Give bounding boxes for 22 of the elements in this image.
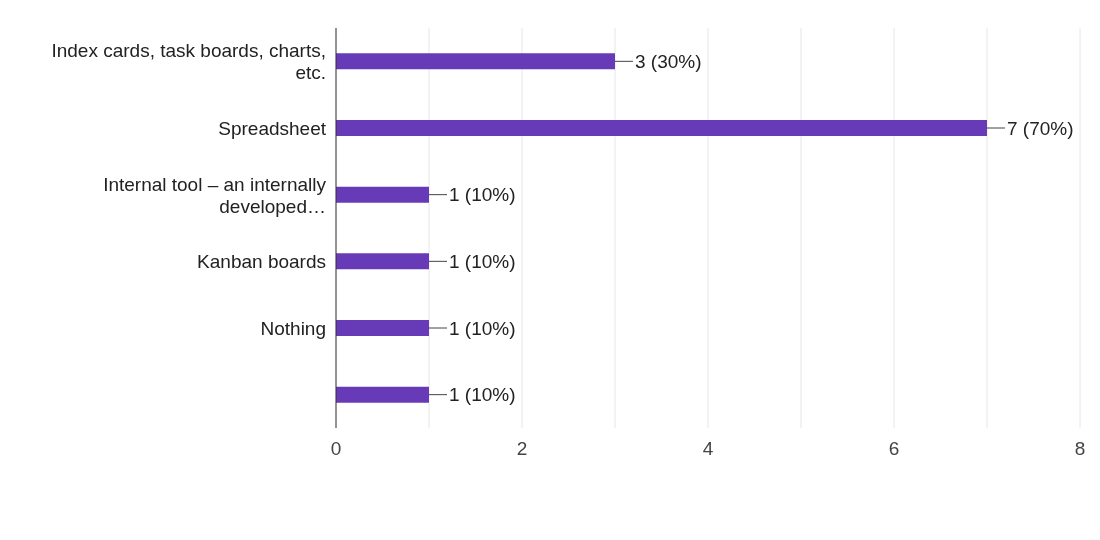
data-label: 1 (10%) — [449, 317, 516, 339]
data-label: 1 (10%) — [449, 184, 516, 206]
x-tick-label: 6 — [888, 438, 900, 460]
y-tick-label: Nothing — [260, 317, 326, 339]
data-label: 3 (30%) — [635, 50, 702, 72]
data-label: 7 (70%) — [1007, 117, 1074, 139]
bar — [336, 186, 429, 203]
bar — [336, 120, 987, 136]
bar — [336, 386, 429, 403]
x-tick-label: 2 — [516, 438, 528, 460]
y-tick-label: Internal tool – an internally developed… — [103, 173, 327, 217]
data-label: 1 (10%) — [449, 384, 516, 406]
x-tick-label: 0 — [330, 438, 342, 460]
y-tick-label: Index cards, task boards, charts, etc. — [51, 39, 326, 83]
bar — [336, 253, 429, 270]
x-tick-label: 4 — [702, 438, 714, 460]
y-tick-label: Spreadsheet — [218, 117, 327, 139]
bar — [336, 320, 429, 336]
data-label: 1 (10%) — [449, 250, 516, 272]
bar — [336, 53, 615, 70]
y-tick-label: Kanban boards — [197, 250, 326, 272]
x-tick-label: 8 — [1074, 438, 1086, 460]
